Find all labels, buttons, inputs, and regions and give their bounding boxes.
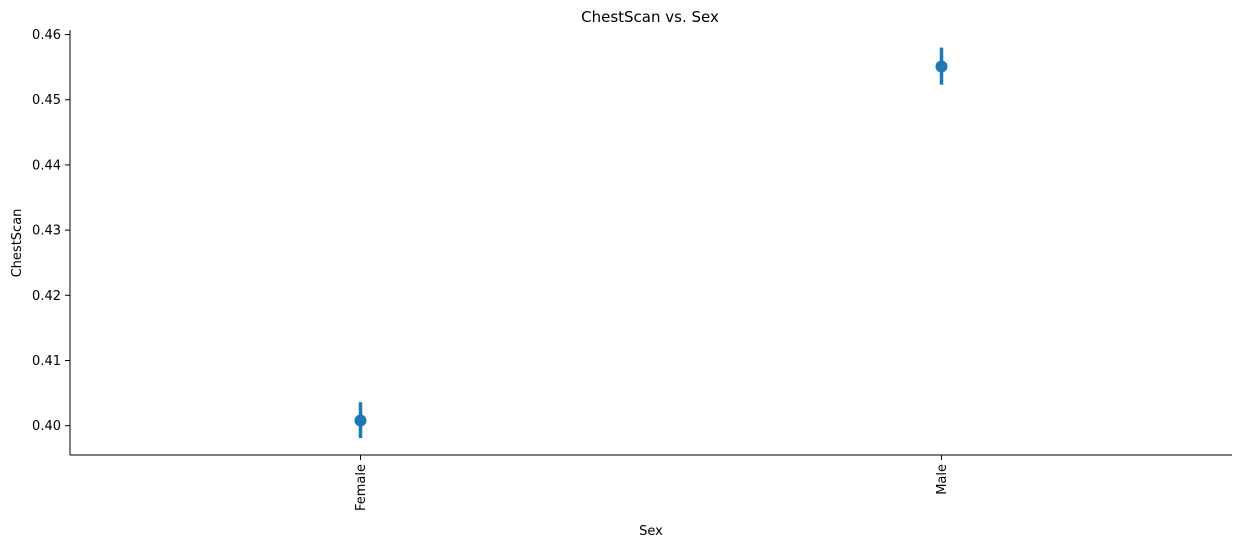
data-point <box>354 414 367 427</box>
x-tick-label: Female <box>354 464 369 511</box>
y-tick-label: 0.42 <box>32 289 61 304</box>
y-axis-label: ChestScan <box>10 209 25 278</box>
y-tick-label: 0.43 <box>32 224 61 239</box>
y-tick-label: 0.46 <box>32 28 61 43</box>
y-axis-ticks: 0.40 0.41 0.42 0.43 0.44 0.45 0.46 <box>32 28 70 434</box>
data-point <box>935 60 948 73</box>
data-marks <box>354 47 948 439</box>
y-tick-label: 0.44 <box>32 158 61 173</box>
x-tick-label: Male <box>935 464 950 495</box>
y-tick-label: 0.45 <box>32 93 61 108</box>
y-tick-label: 0.40 <box>32 419 61 434</box>
chart-title: ChestScan vs. Sex <box>581 8 719 26</box>
x-axis-label: Sex <box>639 524 663 539</box>
x-axis-ticks: Female Male <box>354 455 950 511</box>
y-tick-label: 0.41 <box>32 354 61 369</box>
